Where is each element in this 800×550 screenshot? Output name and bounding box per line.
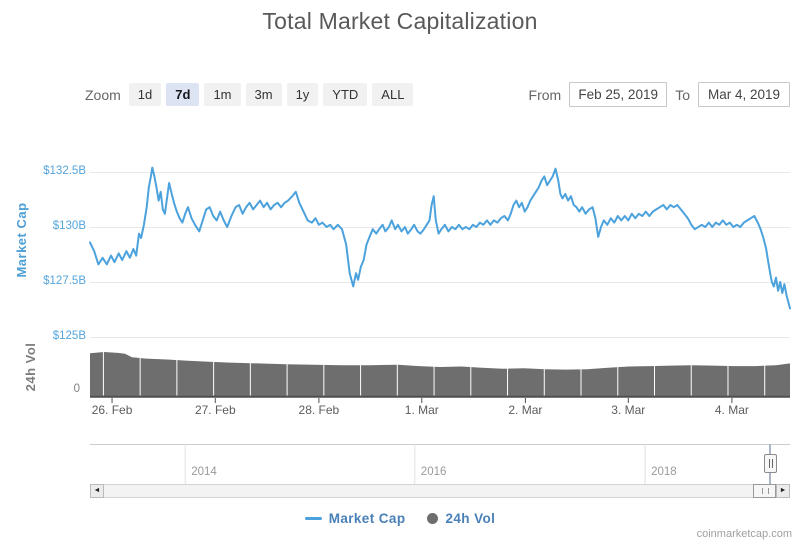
scrollbar-right-button[interactable]: ►: [776, 484, 790, 498]
zoom-range-button-7d[interactable]: 7d: [166, 83, 200, 106]
zoom-range-button-all[interactable]: ALL: [372, 83, 414, 106]
to-date-input[interactable]: [698, 82, 790, 107]
attribution-text: coinmarketcap.com: [696, 528, 792, 540]
scrollbar-thumb[interactable]: [753, 484, 776, 498]
market-cap-line-series[interactable]: [89, 166, 791, 310]
y-axis-title-24h-vol: 24h Vol: [23, 342, 38, 392]
zoom-range-button-1m[interactable]: 1m: [204, 83, 241, 106]
from-label: From: [528, 86, 562, 103]
from-date-input[interactable]: [569, 82, 668, 107]
to-label: To: [675, 86, 690, 103]
scroll-right-icon: ►: [779, 487, 787, 494]
scrollbar-track[interactable]: [90, 484, 790, 498]
legend-item-24h-vol[interactable]: 24h Vol: [427, 511, 495, 526]
page-title: Total Market Capitalization: [262, 8, 538, 34]
scroll-left-icon: ◄: [93, 487, 101, 494]
zoom-label: Zoom: [85, 86, 121, 103]
volume-bar-series[interactable]: [90, 352, 790, 396]
navigator-handle[interactable]: [764, 454, 777, 473]
circle-marker-icon: [427, 513, 439, 524]
chart-legend: Market Cap 24h Vol: [0, 511, 800, 526]
y-axis-title-market-cap: Market Cap: [14, 202, 29, 278]
legend-item-market-cap[interactable]: Market Cap: [304, 511, 406, 526]
zoom-range-button-ytd[interactable]: YTD: [323, 83, 368, 106]
line-marker-icon: [304, 517, 322, 520]
legend-label-market-cap: Market Cap: [328, 511, 406, 526]
zoom-range-button-1d[interactable]: 1d: [128, 83, 162, 106]
legend-label-24h-vol: 24h Vol: [445, 511, 496, 526]
zoom-range-button-1y[interactable]: 1y: [286, 83, 319, 106]
zoom-toolbar: Zoom 1d 7d 1m 3m 1y YTD ALL: [85, 82, 418, 107]
date-range-controls: From To: [529, 82, 790, 107]
zoom-range-button-3m[interactable]: 3m: [245, 83, 282, 106]
scrollbar-left-button[interactable]: ◄: [90, 484, 104, 498]
